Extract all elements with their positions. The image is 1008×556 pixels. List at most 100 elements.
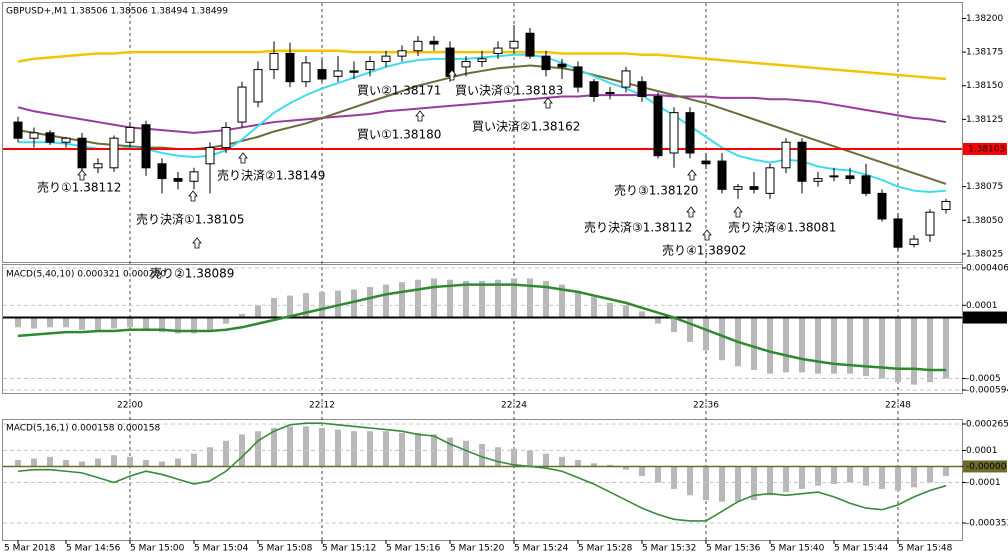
y-tick-label: -0.00000 <box>966 313 1007 323</box>
y-tick-label: 1.38150 <box>966 81 1003 91</box>
histogram-bar <box>543 280 549 318</box>
candle-body <box>589 81 599 97</box>
y-tick-label: 0.0001 <box>966 446 998 456</box>
histogram-bar <box>63 460 69 467</box>
histogram-bar <box>287 295 293 318</box>
candle-body <box>509 40 519 49</box>
candle-body <box>349 70 359 73</box>
histogram-bar <box>271 298 277 318</box>
histogram-bar <box>847 317 853 374</box>
y-tick-label: 1.38050 <box>966 216 1003 226</box>
histogram-bar <box>655 466 661 483</box>
histogram-bar <box>15 460 21 467</box>
trade-annotation: 売り④1.38902 <box>662 243 746 258</box>
candle-body <box>301 62 311 83</box>
candle-body <box>781 141 791 169</box>
histogram-bar <box>847 466 853 483</box>
zero-label-box <box>963 460 1007 473</box>
arrow-icon <box>687 169 697 181</box>
trade-annotation: 買い②1.38171 <box>357 84 441 98</box>
histogram-bar <box>543 453 549 467</box>
candle-body <box>573 66 583 88</box>
candle-body <box>829 175 839 178</box>
histogram-bar <box>671 317 677 333</box>
price-line-label: 1.38103 <box>968 144 1005 154</box>
candle-body <box>205 147 215 165</box>
histogram-bar <box>383 284 389 318</box>
histogram-bar <box>623 466 629 470</box>
histogram-bar <box>751 466 757 501</box>
histogram-bar <box>79 461 85 467</box>
histogram-bar <box>463 280 469 318</box>
x-tick-label: 5 Mar 2018 <box>4 544 56 554</box>
candle-body <box>605 91 615 94</box>
y-tick-label: 1.38125 <box>966 115 1003 125</box>
candle-body <box>845 175 855 180</box>
arrow-icon <box>702 229 712 241</box>
histogram-bar <box>127 456 133 467</box>
indicator-title: MACD(5,40,10) 0.000321 0.000280 <box>6 270 166 280</box>
candle-body <box>701 160 711 165</box>
y-tick-label: -0.0005 <box>966 374 1001 384</box>
histogram-bar <box>575 460 581 467</box>
histogram-bar <box>367 287 373 318</box>
trade-annotation: 売り決済③1.38112 <box>584 220 692 235</box>
histogram-bar <box>559 284 565 318</box>
histogram-bar <box>591 296 597 318</box>
histogram-bar <box>639 311 645 318</box>
histogram-bar <box>527 450 533 467</box>
arrow-icon <box>447 69 457 81</box>
candle-body <box>765 167 775 194</box>
histogram-bar <box>223 317 229 324</box>
arrow-icon <box>733 206 743 218</box>
histogram-bar <box>143 317 149 330</box>
candle-body <box>317 69 327 80</box>
histogram-bar <box>911 466 917 488</box>
candle-body <box>381 55 391 63</box>
candle-body <box>621 70 631 88</box>
x-tick-label: 5 Mar 15:12 <box>322 544 376 554</box>
candle-body <box>77 137 87 169</box>
candle-body <box>653 95 663 157</box>
y-tick-label: -0.000353 <box>966 519 1008 529</box>
candle-body <box>669 112 679 154</box>
candle-body <box>429 40 439 45</box>
candle-body <box>557 63 567 68</box>
x-tick-label: 5 Mar 15:20 <box>450 544 505 554</box>
moving-average <box>17 94 947 134</box>
candle-body <box>253 69 263 103</box>
arrow-icon <box>415 110 425 122</box>
trade-annotation: 売り③1.38120 <box>614 183 698 198</box>
x-tick-label: 5 Mar 15:16 <box>386 544 441 554</box>
arrow-icon <box>188 190 198 202</box>
histogram-bar <box>191 453 197 467</box>
histogram-bar <box>255 305 261 318</box>
price-line-label-box <box>963 142 1007 155</box>
x-tick-label: 5 Mar 15:00 <box>130 544 185 554</box>
x-tick-label: 5 Mar 15:08 <box>258 544 313 554</box>
candle-body <box>109 137 119 169</box>
x-tick-label: 5 Mar 15:24 <box>514 544 569 554</box>
histogram-bar <box>719 317 725 361</box>
x-tick-label: 5 Mar 15:36 <box>706 544 761 554</box>
histogram-bar <box>159 461 165 467</box>
histogram-bar <box>575 290 581 318</box>
histogram-bar <box>607 302 613 318</box>
candle-body <box>125 126 135 143</box>
server-time-label: 22:24 <box>501 401 527 411</box>
histogram-bar <box>79 317 85 330</box>
histogram-bar <box>879 317 885 379</box>
y-tick-label: -0.0001 <box>966 478 1001 488</box>
histogram-bar <box>415 432 421 467</box>
histogram-bar <box>495 447 501 467</box>
candle-body <box>365 61 375 71</box>
histogram-bar <box>719 466 725 502</box>
histogram-bar <box>239 313 245 318</box>
y-tick-label: 1.38025 <box>966 249 1003 259</box>
candle-body <box>61 137 71 143</box>
candle-body <box>189 171 199 182</box>
histogram-bar <box>511 448 517 467</box>
y-tick-label: -0.000594 <box>966 386 1008 396</box>
histogram-bar <box>559 456 565 467</box>
candle-body <box>141 124 151 169</box>
